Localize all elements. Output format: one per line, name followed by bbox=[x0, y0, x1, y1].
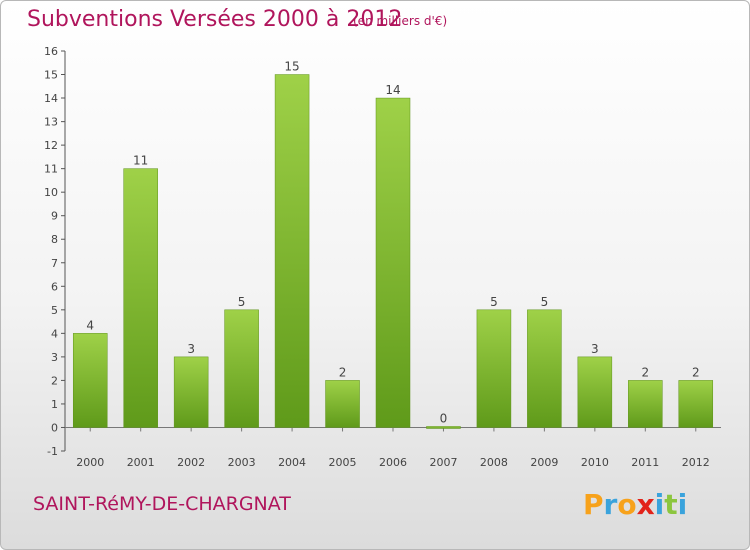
x-tick-label: 2006 bbox=[379, 456, 407, 469]
y-tick-label: 7 bbox=[51, 257, 58, 270]
bar-value-label: 5 bbox=[541, 295, 549, 309]
x-tick-label: 2010 bbox=[581, 456, 609, 469]
y-tick-label: 2 bbox=[51, 374, 58, 387]
logo-letter: o bbox=[617, 488, 637, 521]
bar-value-label: 14 bbox=[385, 83, 400, 97]
bar-value-label: 5 bbox=[238, 295, 246, 309]
chart-subtitle: (en milliers d'€) bbox=[353, 14, 448, 28]
x-tick-label: 2011 bbox=[631, 456, 659, 469]
bar bbox=[325, 380, 360, 428]
y-tick-label: 8 bbox=[51, 233, 58, 246]
proxiti-logo: Proxiti bbox=[583, 488, 687, 521]
chart-title: Subventions Versées 2000 à 2012 bbox=[27, 7, 403, 32]
bar-value-label: 15 bbox=[284, 60, 299, 74]
y-tick-label: 0 bbox=[51, 421, 58, 434]
x-tick-label: 2007 bbox=[429, 456, 457, 469]
x-tick-label: 2005 bbox=[329, 456, 357, 469]
logo-letter: x bbox=[636, 488, 655, 521]
bar bbox=[274, 74, 310, 428]
x-tick-label: 2001 bbox=[127, 456, 155, 469]
y-tick-label: 5 bbox=[51, 304, 58, 317]
logo-letter: r bbox=[603, 488, 618, 521]
y-tick-label: 11 bbox=[44, 163, 58, 176]
y-tick-label: 15 bbox=[44, 69, 58, 82]
bar bbox=[527, 309, 562, 428]
x-tick-label: 2012 bbox=[682, 456, 710, 469]
bar bbox=[577, 356, 613, 428]
chart-labels: 4 2000 11 2001 3 2002 5 2003 15 2004 2 2005 14 2006 0 2… bbox=[76, 60, 710, 469]
bar-value-label: 4 bbox=[86, 318, 94, 332]
bar-value-label: 3 bbox=[187, 342, 195, 356]
y-tick-label: 9 bbox=[51, 210, 58, 223]
bar-value-label: 3 bbox=[591, 342, 599, 356]
y-tick-label: 12 bbox=[44, 139, 58, 152]
x-tick-label: 2009 bbox=[530, 456, 558, 469]
y-tick-label: 1 bbox=[51, 398, 58, 411]
bar-value-label: 0 bbox=[440, 411, 448, 425]
bar-value-label: 2 bbox=[641, 365, 649, 379]
logo-letter: i bbox=[654, 488, 665, 521]
x-tick-label: 2008 bbox=[480, 456, 508, 469]
bar bbox=[123, 168, 158, 428]
x-tick-label: 2003 bbox=[228, 456, 256, 469]
x-tick-label: 2004 bbox=[278, 456, 306, 469]
y-tick-label: 13 bbox=[44, 116, 58, 129]
logo-letter: i bbox=[677, 488, 688, 521]
commune-name: SAINT-RéMY-DE-CHARGNAT bbox=[33, 493, 291, 515]
bar bbox=[628, 380, 663, 428]
bar bbox=[375, 97, 411, 428]
chart-bars bbox=[72, 74, 714, 429]
logo-letter: P bbox=[583, 488, 604, 521]
y-tick-label: 16 bbox=[44, 45, 58, 58]
y-tick-label: 3 bbox=[51, 351, 58, 364]
bar bbox=[678, 380, 714, 428]
y-tick-label: 14 bbox=[44, 92, 58, 105]
y-tick-label: 10 bbox=[44, 186, 58, 199]
bar bbox=[72, 333, 108, 428]
logo-letter: t bbox=[664, 488, 678, 521]
bar-value-label: 5 bbox=[490, 295, 498, 309]
bar bbox=[476, 309, 512, 428]
y-tick-label: -1 bbox=[47, 445, 58, 458]
x-tick-label: 2002 bbox=[177, 456, 205, 469]
y-tick-label: 6 bbox=[51, 280, 58, 293]
y-tick-label: 4 bbox=[51, 327, 58, 340]
x-tick-label: 2000 bbox=[76, 456, 104, 469]
bar bbox=[173, 356, 209, 428]
bar-value-label: 2 bbox=[339, 365, 347, 379]
bar-value-label: 2 bbox=[692, 365, 700, 379]
bar-value-label: 11 bbox=[133, 154, 148, 168]
bar bbox=[426, 426, 461, 429]
bar bbox=[224, 309, 259, 428]
